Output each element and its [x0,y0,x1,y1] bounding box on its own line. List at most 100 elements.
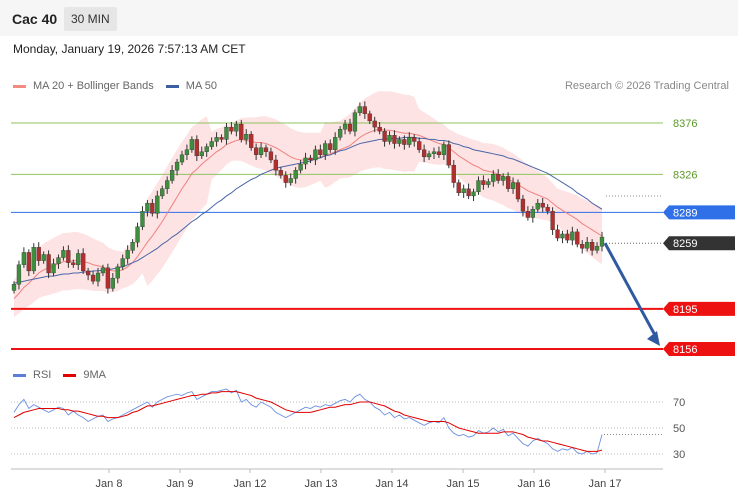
forecast-arrow-head [647,331,660,346]
candle-body [441,144,447,155]
candle-body [412,137,417,142]
support-label-8195: 8195 [673,304,697,316]
candle-body [491,174,496,182]
candle-body [397,139,402,144]
rsi-line [13,388,603,455]
rsi-legend: RSI 9MA [13,369,118,381]
candle-body [347,123,353,132]
candle-body [95,272,101,282]
candle-body [308,157,313,161]
candle-body [224,126,229,140]
candle-body [199,151,204,157]
candle-body [150,202,155,214]
candle-body [476,180,481,192]
candle-body [140,211,145,227]
candle-body [283,175,288,183]
rsi-9ma-line [13,391,603,452]
candle-body [71,262,76,265]
candle-body [421,149,427,158]
candle-body [165,180,170,189]
ma50-legend-label: MA 50 [185,80,217,92]
legend-item-ma20-bb: MA 20 + Bollinger Bands [13,80,154,92]
candle-body [461,188,466,194]
candle-body [244,134,249,140]
candle-body [387,135,392,142]
forecast-arrow-shaft [603,242,658,338]
ma50-line [13,136,603,284]
candle-body [481,180,486,185]
candle-body [249,134,254,148]
candle-body [174,161,180,171]
candle-body [145,202,150,212]
legend-item-rsi: RSI [13,369,51,381]
candle-body [298,163,303,171]
rsi-tick-50: 50 [673,423,685,435]
candle-body [486,181,491,185]
candle-body [21,252,27,265]
interval-button[interactable]: 30 MIN [64,7,117,31]
candle-body [565,233,570,241]
candle-body [26,252,31,272]
candle-body [135,226,140,243]
candle-body [179,154,185,163]
candle-body [209,141,214,147]
candle-body [155,195,160,214]
candle-body [417,141,422,150]
candle-body [125,250,130,259]
candle-body [333,137,338,150]
ma20-legend-label: MA 20 + Bollinger Bands [33,80,154,92]
candle-body [16,264,22,285]
candle-body [585,242,590,249]
candle-body [169,170,175,181]
candle-body [575,231,580,245]
candle-body [130,242,135,251]
candle-body [501,176,506,181]
candle-body [530,209,535,218]
candle-body [594,246,600,251]
candle-body [515,182,521,200]
support-tag-8156 [663,342,735,356]
candle-body [313,149,318,161]
candle-body [451,164,456,183]
candle-body [204,146,209,152]
x-tick-label-3: Jan 13 [304,478,337,490]
candle-body [273,159,279,171]
candle-body [66,250,71,263]
candle-body [258,147,264,155]
candle-body [555,229,560,239]
candle-body [545,207,550,212]
candle-body [105,267,111,289]
candle-body [31,247,36,272]
candle-body [194,139,199,157]
candle-body [234,123,239,132]
instrument-title: Cac 40 [12,11,58,27]
candle-body [402,139,407,145]
candle-body [219,137,224,140]
candle-body [377,126,382,132]
candle-body [46,254,51,274]
candle-body [520,198,526,212]
candle-body [328,143,333,150]
last-price-label: 8259 [673,238,697,250]
candle-body [239,123,244,140]
support-tag-8195 [663,301,735,316]
candle-body [382,131,387,142]
candle-body [253,147,259,155]
resistance-label-8326: 8326 [673,169,697,181]
candle-body [589,242,595,251]
pivot-tag [663,205,735,220]
candle-body [540,202,545,208]
candle-body [51,263,56,274]
x-tick-label-2: Jan 12 [233,478,266,490]
support-label-8156: 8156 [673,344,697,356]
candle-body [505,176,511,189]
candlesticks [11,101,605,294]
candle-body [471,191,476,197]
candle-body [392,135,397,144]
candle-body [362,106,367,114]
ma20-swatch [13,84,26,88]
bollinger-band [14,91,602,318]
candle-body [293,170,298,179]
candle-body [466,188,471,197]
